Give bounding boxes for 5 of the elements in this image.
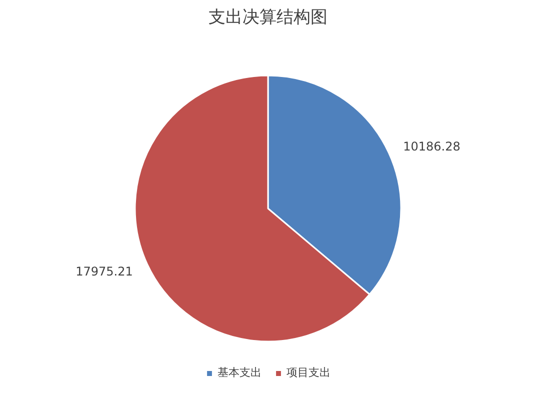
data-label: 10186.28 bbox=[403, 139, 460, 154]
chart-title: 支出决算结构图 bbox=[208, 8, 328, 28]
legend-label: 基本支出 bbox=[218, 365, 262, 380]
data-label: 17975.21 bbox=[76, 264, 133, 279]
legend-label: 项目支出 bbox=[286, 365, 330, 380]
